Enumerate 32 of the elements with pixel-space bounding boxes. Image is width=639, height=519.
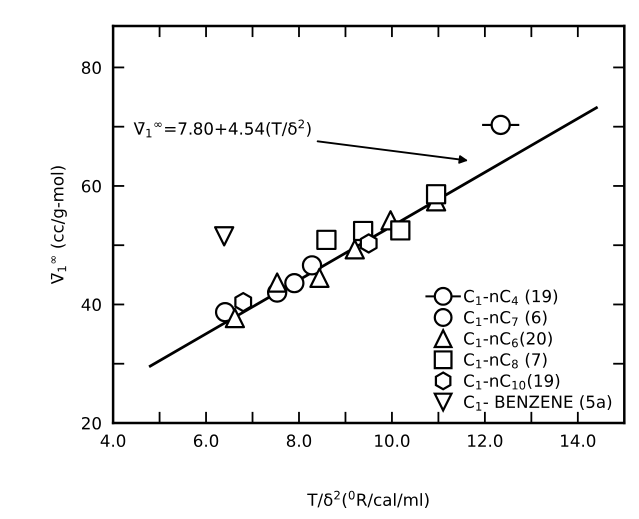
point bbox=[360, 233, 378, 254]
legend-label: C$_{1}$-nC$_{4}$ (19) bbox=[464, 290, 558, 305]
x-tick-label: 10.0 bbox=[375, 434, 410, 447]
annotation: V̄$_{1}$$^{∞}$=7.80+4.54(T/δ$^{2}$) bbox=[134, 120, 311, 138]
x-tick-label: 14.0 bbox=[561, 434, 596, 447]
y-tick-label: 80 bbox=[82, 61, 101, 74]
point bbox=[490, 114, 511, 136]
legend-label: C$_{1}$-nC$_{6}$(20) bbox=[464, 332, 552, 348]
point bbox=[316, 230, 337, 250]
y-tick-label: 40 bbox=[82, 298, 101, 312]
x-axis-title: T/δ$^{2}$($^{0}$R/cal/ml) bbox=[307, 490, 429, 508]
point bbox=[224, 308, 246, 328]
x-tick-label: 12.0 bbox=[468, 434, 502, 447]
point bbox=[426, 184, 446, 204]
x-tick-label: 6.0 bbox=[194, 434, 218, 447]
point bbox=[214, 226, 234, 246]
legend-label: C$_{1}$-nC$_{8}$ (7) bbox=[464, 352, 547, 368]
x-tick-label: 4.0 bbox=[100, 434, 126, 447]
y-tick-label: 20 bbox=[82, 416, 101, 430]
legend-label: C$_{1}$- BENZENE (5a) bbox=[464, 395, 612, 411]
point bbox=[390, 220, 410, 241]
y-tick-label: 60 bbox=[82, 180, 101, 193]
point bbox=[266, 272, 288, 293]
legend-label: C$_{1}$-nC$_{7}$ (6) bbox=[464, 310, 547, 326]
point bbox=[309, 268, 330, 288]
y-axis-title: V̄$_{1}$$^{∞}$ (cc/g-mol) bbox=[50, 166, 67, 284]
point bbox=[344, 239, 365, 260]
point bbox=[284, 272, 305, 294]
point bbox=[234, 292, 252, 312]
point bbox=[302, 255, 322, 276]
x-tick-label: 8.0 bbox=[286, 434, 312, 447]
legend-label: C$_{1}$-nC$_{10}$(19) bbox=[464, 374, 560, 390]
